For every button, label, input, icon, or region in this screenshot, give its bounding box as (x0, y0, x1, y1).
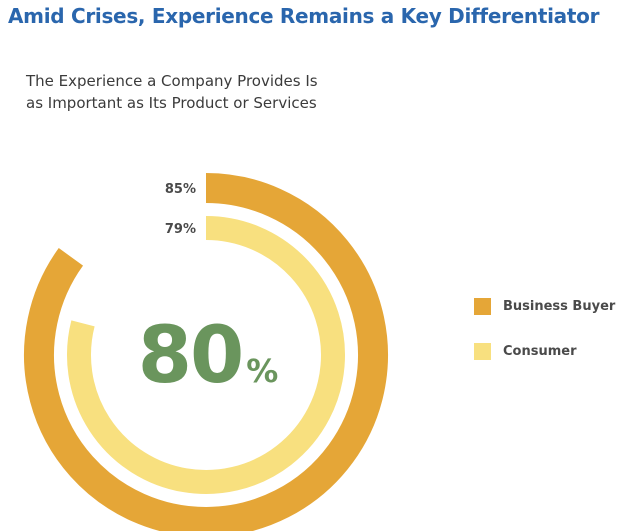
legend-label-consumer: Consumer (503, 343, 577, 359)
arc-consumer (67, 216, 345, 494)
legend-item-business-buyer: Business Buyer (474, 296, 615, 316)
legend-label-business-buyer: Business Buyer (503, 298, 616, 314)
legend-swatch-business-buyer (474, 297, 491, 315)
value-label-consumer: 79% (165, 222, 196, 237)
value-label-business-buyer: 85% (165, 182, 196, 197)
subtitle-line-2: as Important as Its Product or Services (26, 94, 317, 112)
center-value: 80% (138, 311, 279, 401)
legend-item-consumer: Consumer (474, 341, 615, 361)
legend-swatch-consumer (474, 342, 491, 360)
chart-legend: Business Buyer Consumer (474, 296, 615, 386)
subtitle-line-1: The Experience a Company Provides Is (26, 72, 318, 90)
chart-subtitle: The Experience a Company Provides Is as … (26, 70, 318, 114)
arc-business-buyer (24, 173, 388, 531)
chart-title: Amid Crises, Experience Remains a Key Di… (8, 4, 600, 28)
